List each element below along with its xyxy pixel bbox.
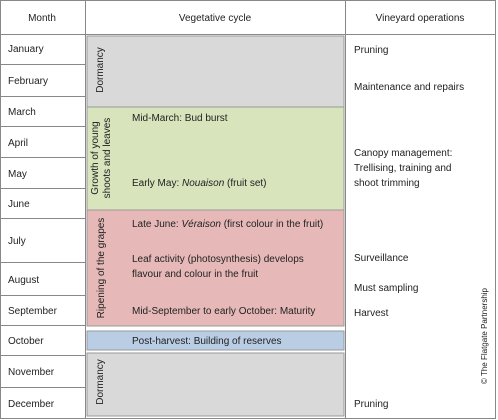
phase-note: Mid-September to early October: Maturity	[132, 306, 315, 317]
month: July	[8, 236, 26, 247]
ripening-block	[86, 209, 345, 327]
month: November	[8, 367, 55, 378]
phase-note: Leaf activity (photosynthesis) develops	[132, 254, 304, 265]
operation: Maintenance and repairs	[354, 82, 464, 93]
dormancy-block	[86, 35, 345, 108]
phase-note: Early May: Nouaison (fruit set)	[132, 178, 267, 189]
note-part: flavour and colour in the fruit	[132, 269, 258, 280]
operation: Canopy management:	[354, 148, 452, 159]
operation: shoot trimming	[354, 178, 420, 189]
note-part: Véraison	[181, 219, 221, 230]
month: March	[8, 107, 36, 118]
operation: Surveillance	[354, 253, 409, 264]
phase-note: Mid-March: Bud burst	[132, 113, 228, 124]
operation: Must sampling	[354, 283, 418, 294]
phase-label: shoots and leaves	[102, 118, 113, 199]
month: February	[8, 76, 48, 87]
post-harvest-note: Post-harvest: Building of reserves	[132, 336, 282, 347]
phase-label: Ripening of the grapes	[96, 218, 107, 319]
month: December	[8, 399, 55, 410]
operation: Trellising, training and	[354, 163, 451, 174]
header: Month	[28, 13, 56, 24]
dormancy-block	[86, 352, 345, 417]
phase-note: flavour and colour in the fruit	[132, 269, 258, 280]
note-part: (fruit set)	[224, 178, 266, 189]
month: August	[8, 275, 39, 286]
operation: Pruning	[354, 399, 388, 410]
month: May	[8, 169, 27, 180]
month: June	[8, 199, 30, 210]
month: October	[8, 336, 44, 347]
operation: Pruning	[354, 45, 388, 56]
note-part: Mid-March: Bud burst	[132, 113, 228, 124]
operation: Harvest	[354, 308, 389, 319]
note-part: Mid-September to early October: Maturity	[132, 306, 315, 317]
month: January	[8, 44, 44, 55]
note-part: Late June:	[132, 219, 181, 230]
note-part: Leaf activity (photosynthesis) develops	[132, 254, 304, 265]
phase-label: Dormancy	[95, 359, 106, 405]
growth-block	[86, 106, 345, 211]
note-part: Early May:	[132, 178, 182, 189]
note-part: Nouaison	[182, 178, 225, 189]
month: September	[8, 306, 58, 317]
copyright: © The Flatgate Partnership	[480, 287, 489, 384]
header: Vineyard operations	[376, 13, 465, 24]
phase-note: Late June: Véraison (first colour in the…	[132, 219, 323, 230]
post-harvest-block	[86, 330, 345, 351]
phase-label: Dormancy	[95, 47, 106, 93]
note-part: (first colour in the fruit)	[221, 219, 323, 230]
header: Vegetative cycle	[179, 13, 252, 24]
month: April	[8, 138, 28, 149]
phase-label: Growth of young	[90, 121, 101, 194]
